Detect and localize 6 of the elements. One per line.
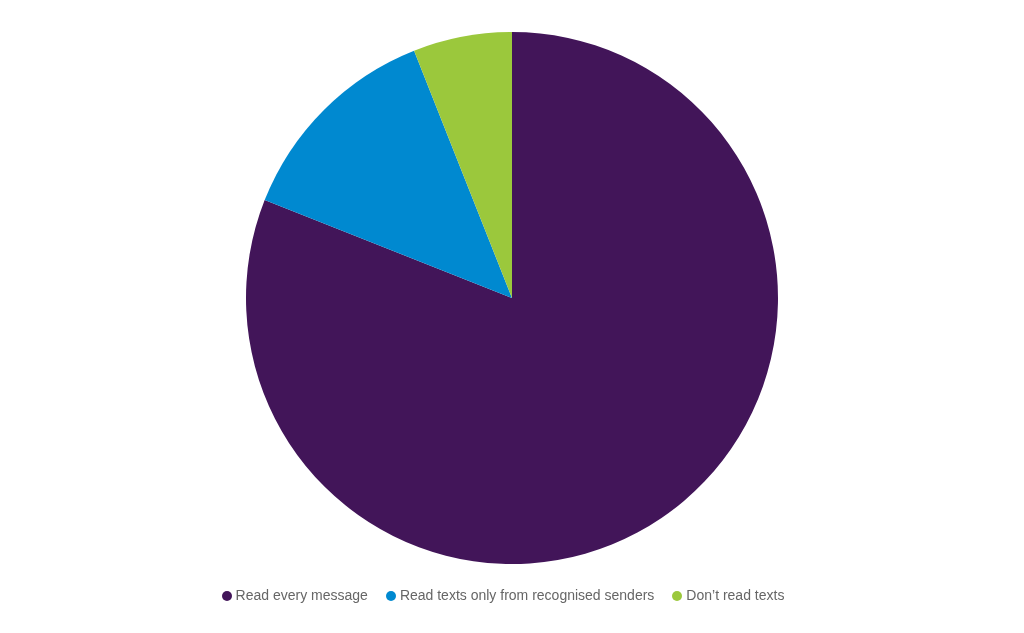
pie-slice [414,32,512,298]
pie-slice [246,32,778,564]
pie-slice [264,50,512,298]
legend-label: Read texts only from recognised senders [399,587,655,603]
legend-label: Read every message [235,587,368,603]
legend-label: Don’t read texts [686,587,785,603]
